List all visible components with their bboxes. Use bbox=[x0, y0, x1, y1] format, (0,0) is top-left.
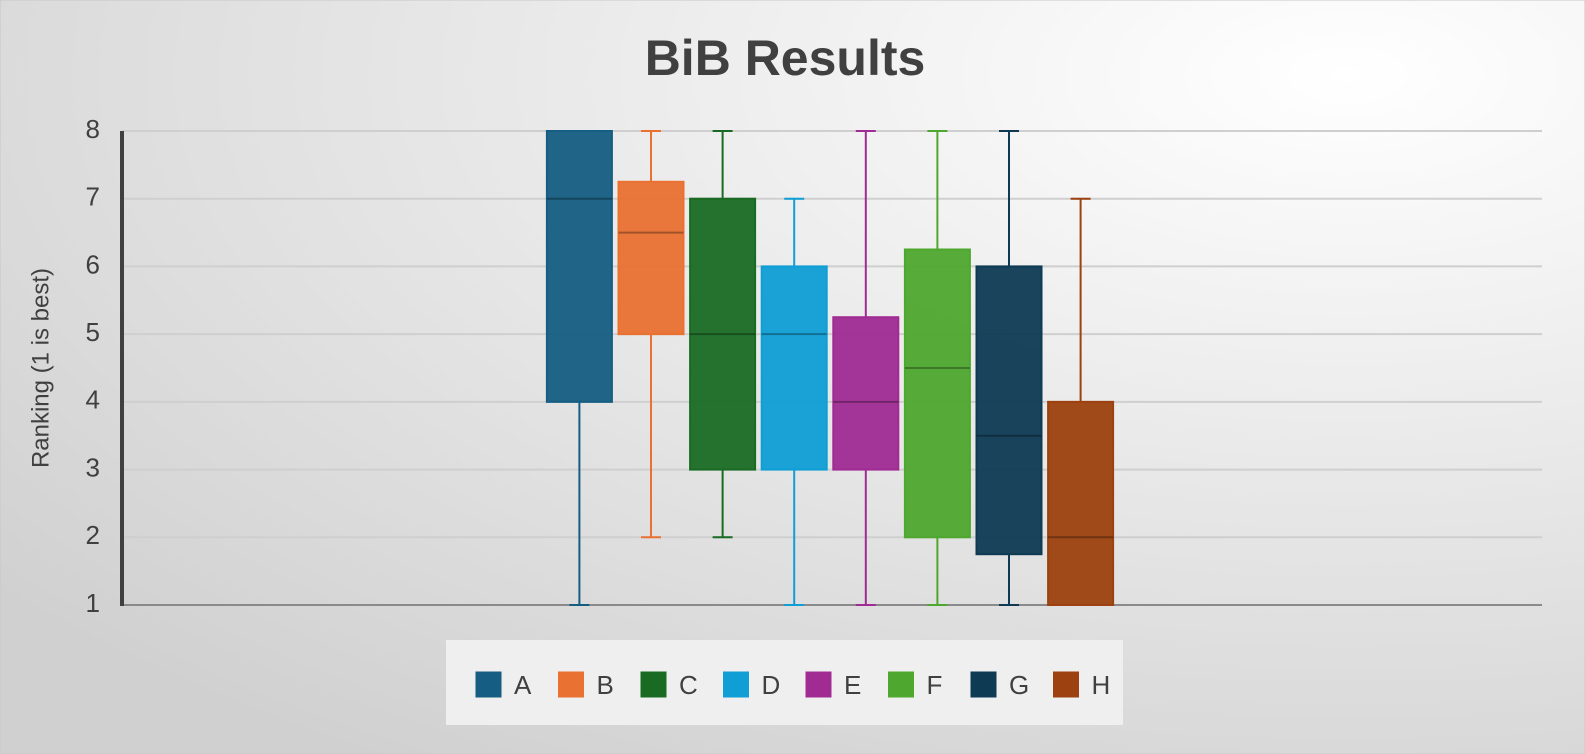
box bbox=[689, 197, 757, 471]
y-tick-label: 2 bbox=[86, 520, 100, 550]
legend-label: G bbox=[1009, 670, 1029, 700]
legend-label: A bbox=[514, 670, 532, 700]
legend-swatch bbox=[970, 671, 997, 698]
box bbox=[975, 265, 1043, 556]
legend-label: C bbox=[679, 670, 698, 700]
y-tick-label: 3 bbox=[86, 452, 100, 482]
y-tick-label: 4 bbox=[86, 385, 100, 415]
plot bbox=[545, 130, 1115, 606]
y-tick-label: 7 bbox=[86, 182, 100, 212]
legend-swatch bbox=[805, 671, 832, 698]
legend-swatch bbox=[640, 671, 667, 698]
y-axis-label: Ranking (1 is best) bbox=[27, 268, 54, 468]
legend-label: H bbox=[1092, 670, 1111, 700]
box bbox=[617, 180, 685, 336]
y-tick-label: 5 bbox=[86, 317, 100, 347]
y-tick-label: 6 bbox=[86, 249, 100, 279]
legend-swatch bbox=[475, 671, 502, 698]
legend-label: F bbox=[927, 670, 943, 700]
box bbox=[832, 316, 900, 471]
y-tick-label: 8 bbox=[86, 114, 100, 144]
chart-title: BiB Results bbox=[645, 30, 926, 86]
y-tick-label: 1 bbox=[86, 588, 100, 618]
legend-label: D bbox=[762, 670, 781, 700]
box bbox=[1047, 400, 1115, 606]
legend-swatch bbox=[888, 671, 914, 698]
legend-swatch bbox=[1053, 671, 1079, 698]
box bbox=[903, 248, 971, 539]
box bbox=[545, 130, 613, 403]
box bbox=[760, 265, 828, 471]
grid: 1 2 3 4 5 6 7 8 bbox=[86, 114, 1542, 618]
legend-label: E bbox=[844, 670, 861, 700]
legend-label: B bbox=[597, 670, 614, 700]
legend-items: A B C D E F G H bbox=[475, 670, 1111, 700]
legend-swatch bbox=[723, 671, 749, 698]
legend-swatch bbox=[558, 671, 584, 698]
